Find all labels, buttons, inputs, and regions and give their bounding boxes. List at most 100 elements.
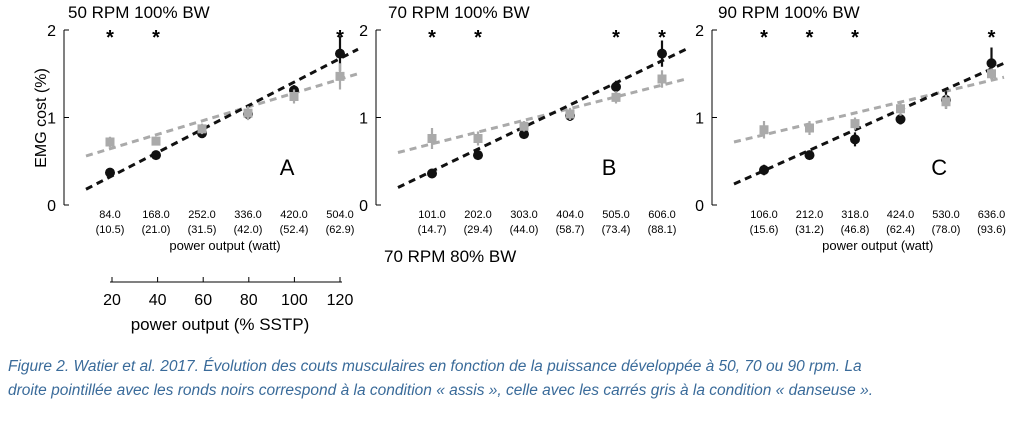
standing-point (759, 125, 769, 135)
y-axis-label: EMG cost (%) (33, 68, 50, 168)
seated-fit-line (85, 47, 359, 191)
standing-point (941, 97, 951, 107)
seated-point (473, 150, 483, 161)
significance-star: * (152, 27, 160, 49)
x-tick-sublabel: (78.0) (932, 224, 961, 236)
x-tick-label: 505.0 (602, 209, 630, 221)
secondary-title: 70 RPM 80% BW (384, 247, 516, 266)
standing-point (850, 119, 860, 129)
standing-point (197, 124, 207, 134)
sstp-tick-label: 40 (149, 292, 167, 309)
seated-point (427, 168, 437, 179)
x-tick-label: 212.0 (796, 209, 824, 221)
seated-point (895, 114, 906, 125)
y-tick-label: 2 (47, 23, 56, 40)
y-tick-label: 0 (695, 198, 704, 215)
significance-star: * (851, 27, 859, 49)
x-tick-sublabel: (62.4) (886, 224, 915, 236)
x-tick-label: 101.0 (418, 209, 446, 221)
x-tick-label: 84.0 (99, 209, 120, 221)
y-tick-label: 2 (695, 23, 704, 40)
standing-point (151, 136, 161, 146)
x-tick-label: 252.0 (188, 209, 216, 221)
x-tick-label: 424.0 (887, 209, 915, 221)
panel-letter: B (602, 155, 617, 180)
standing-point (519, 121, 529, 131)
panel-letter: A (280, 155, 295, 180)
standing-point (335, 71, 345, 81)
x-tick-sublabel: (93.6) (977, 224, 1006, 236)
x-axis-label: power output (watt) (822, 238, 933, 253)
standing-point (896, 104, 905, 114)
significance-star: * (658, 27, 666, 49)
figure-caption: Figure 2. Watier et al. 2017. Évolution … (8, 355, 1018, 403)
standing-point (427, 134, 437, 143)
y-tick-label: 1 (359, 111, 368, 128)
x-tick-sublabel: (42.0) (234, 224, 263, 236)
sstp-tick-label: 80 (240, 292, 258, 309)
x-tick-label: 303.0 (510, 209, 538, 221)
x-tick-label: 404.0 (556, 209, 584, 221)
x-tick-sublabel: (15.6) (750, 224, 779, 236)
y-tick-label: 1 (47, 111, 56, 128)
x-tick-sublabel: (73.4) (602, 224, 631, 236)
x-tick-label: 606.0 (648, 209, 676, 221)
seated-point (335, 48, 345, 59)
seated-point (519, 129, 529, 140)
x-tick-sublabel: (44.0) (510, 224, 539, 236)
standing-point (105, 137, 115, 147)
panel-title: 50 RPM 100% BW (68, 3, 210, 22)
x-tick-label: 202.0 (464, 209, 492, 221)
standing-point (611, 92, 621, 102)
seated-fit-line (733, 61, 1005, 186)
seated-point (759, 165, 769, 175)
seated-point (850, 134, 860, 145)
y-tick-label: 0 (359, 198, 368, 215)
panel-letter: C (931, 155, 947, 180)
standing-point (805, 123, 814, 133)
seated-point (986, 58, 997, 69)
sstp-axis-label: power output (% SSTP) (131, 315, 310, 334)
seated-point (105, 167, 115, 178)
x-tick-sublabel: (31.2) (795, 224, 824, 236)
seated-fit-line (397, 47, 687, 189)
x-tick-label: 106.0 (750, 209, 778, 221)
standing-point (657, 74, 667, 84)
seated-point (804, 150, 815, 161)
sstp-tick-label: 120 (327, 292, 354, 309)
x-tick-sublabel: (31.5) (188, 224, 217, 236)
significance-star: * (988, 27, 996, 49)
x-tick-label: 318.0 (841, 209, 869, 221)
x-axis-label: power output (watt) (169, 238, 280, 253)
significance-star: * (760, 27, 768, 49)
x-tick-sublabel: (52.4) (280, 224, 309, 236)
standing-fit-line (397, 77, 687, 154)
x-tick-sublabel: (21.0) (142, 224, 171, 236)
y-tick-label: 0 (47, 198, 56, 215)
sstp-tick-label: 20 (103, 292, 121, 309)
seated-point (151, 150, 161, 161)
seated-point (611, 81, 621, 92)
x-tick-label: 504.0 (326, 209, 354, 221)
standing-point (987, 69, 996, 79)
x-tick-sublabel: (10.5) (96, 224, 125, 236)
caption-line-2: droite pointillée avec les ronds noirs c… (8, 382, 874, 399)
x-tick-sublabel: (29.4) (464, 224, 493, 236)
significance-star: * (428, 27, 436, 49)
panel-title: 70 RPM 100% BW (388, 3, 530, 22)
y-tick-label: 1 (695, 111, 704, 128)
standing-point (473, 134, 483, 143)
seated-point (657, 48, 667, 59)
x-tick-label: 530.0 (932, 209, 960, 221)
x-tick-sublabel: (58.7) (556, 224, 585, 236)
standing-fit-line (85, 72, 359, 158)
x-tick-label: 336.0 (234, 209, 262, 221)
significance-star: * (106, 27, 114, 49)
standing-point (289, 92, 299, 101)
significance-star: * (806, 27, 814, 49)
panel-title: 90 RPM 100% BW (718, 3, 860, 22)
standing-point (565, 109, 575, 119)
sstp-tick-label: 60 (194, 292, 212, 309)
significance-star: * (336, 27, 344, 49)
standing-fit-line (733, 75, 1005, 144)
